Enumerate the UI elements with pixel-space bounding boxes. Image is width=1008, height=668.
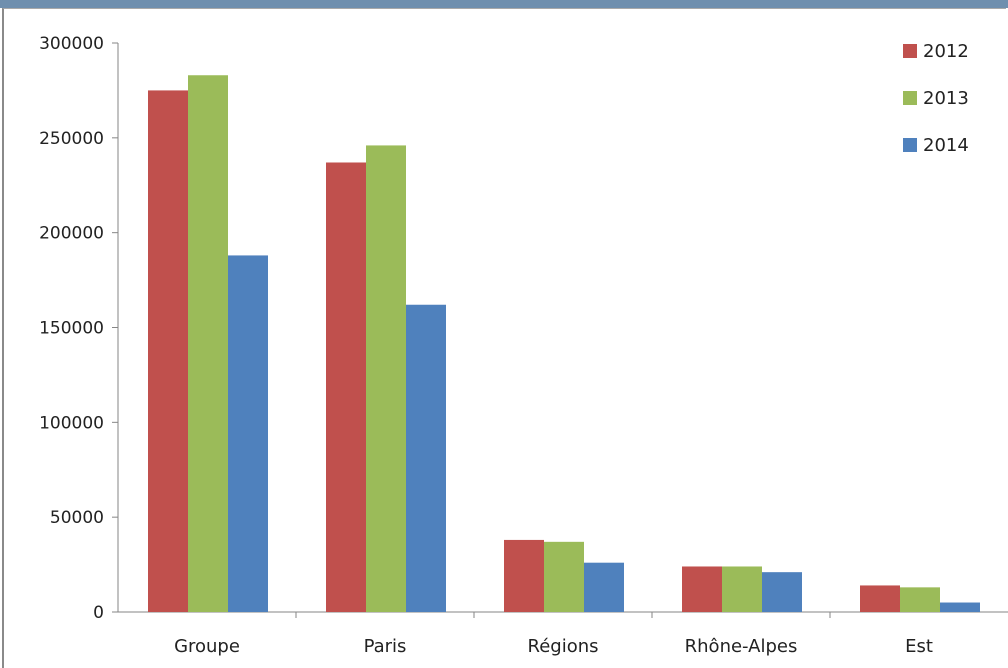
x-category-label: Paris: [364, 636, 407, 657]
bar-2013-paris: [366, 145, 406, 613]
bar-2012-est: [860, 585, 900, 612]
y-tick-label: 100000: [39, 413, 104, 433]
x-axis-category-labels: Groupe Paris Régions Rhône-Alpes Est: [174, 636, 933, 657]
bar-2014-rh-ne-alpes: [762, 572, 802, 612]
bar-2014-r-gions: [584, 562, 624, 612]
legend: 2012 2013 2014: [903, 41, 969, 156]
bar-2013-est: [900, 587, 940, 612]
bar-2012-paris: [326, 162, 366, 613]
bar-2012-rh-ne-alpes: [682, 566, 722, 612]
bar-2013-rh-ne-alpes: [722, 566, 762, 612]
y-tick-label: 0: [93, 603, 104, 623]
bar-2012-r-gions: [504, 539, 544, 612]
legend-swatch-2014: [903, 138, 917, 152]
window-title-band: [0, 0, 1008, 8]
legend-swatch-2012: [903, 44, 917, 58]
x-category-label: Est: [905, 636, 933, 657]
y-tick-label: 50000: [50, 508, 104, 528]
bar-2013-groupe: [188, 75, 228, 612]
y-axis-tick-labels: 0 50000 100000 150000 200000 250000 300000: [39, 34, 104, 623]
legend-swatch-2013: [903, 91, 917, 105]
legend-label-2014: 2014: [923, 135, 969, 156]
bar-2012-groupe: [148, 90, 188, 612]
bar-2014-est: [940, 602, 980, 612]
legend-label-2013: 2013: [923, 88, 969, 109]
x-category-label: Régions: [528, 636, 599, 657]
bars: [148, 75, 980, 613]
legend-label-2012: 2012: [923, 41, 969, 62]
y-tick-label: 200000: [39, 224, 104, 244]
bar-2014-groupe: [228, 255, 268, 612]
y-tick-label: 250000: [39, 129, 104, 149]
y-tick-label: 150000: [39, 319, 104, 339]
y-tick-label: 300000: [39, 34, 104, 54]
bar-2014-paris: [406, 304, 446, 612]
x-category-label: Groupe: [174, 636, 240, 657]
x-category-label: Rhône-Alpes: [685, 636, 798, 657]
bar-2013-r-gions: [544, 541, 584, 612]
